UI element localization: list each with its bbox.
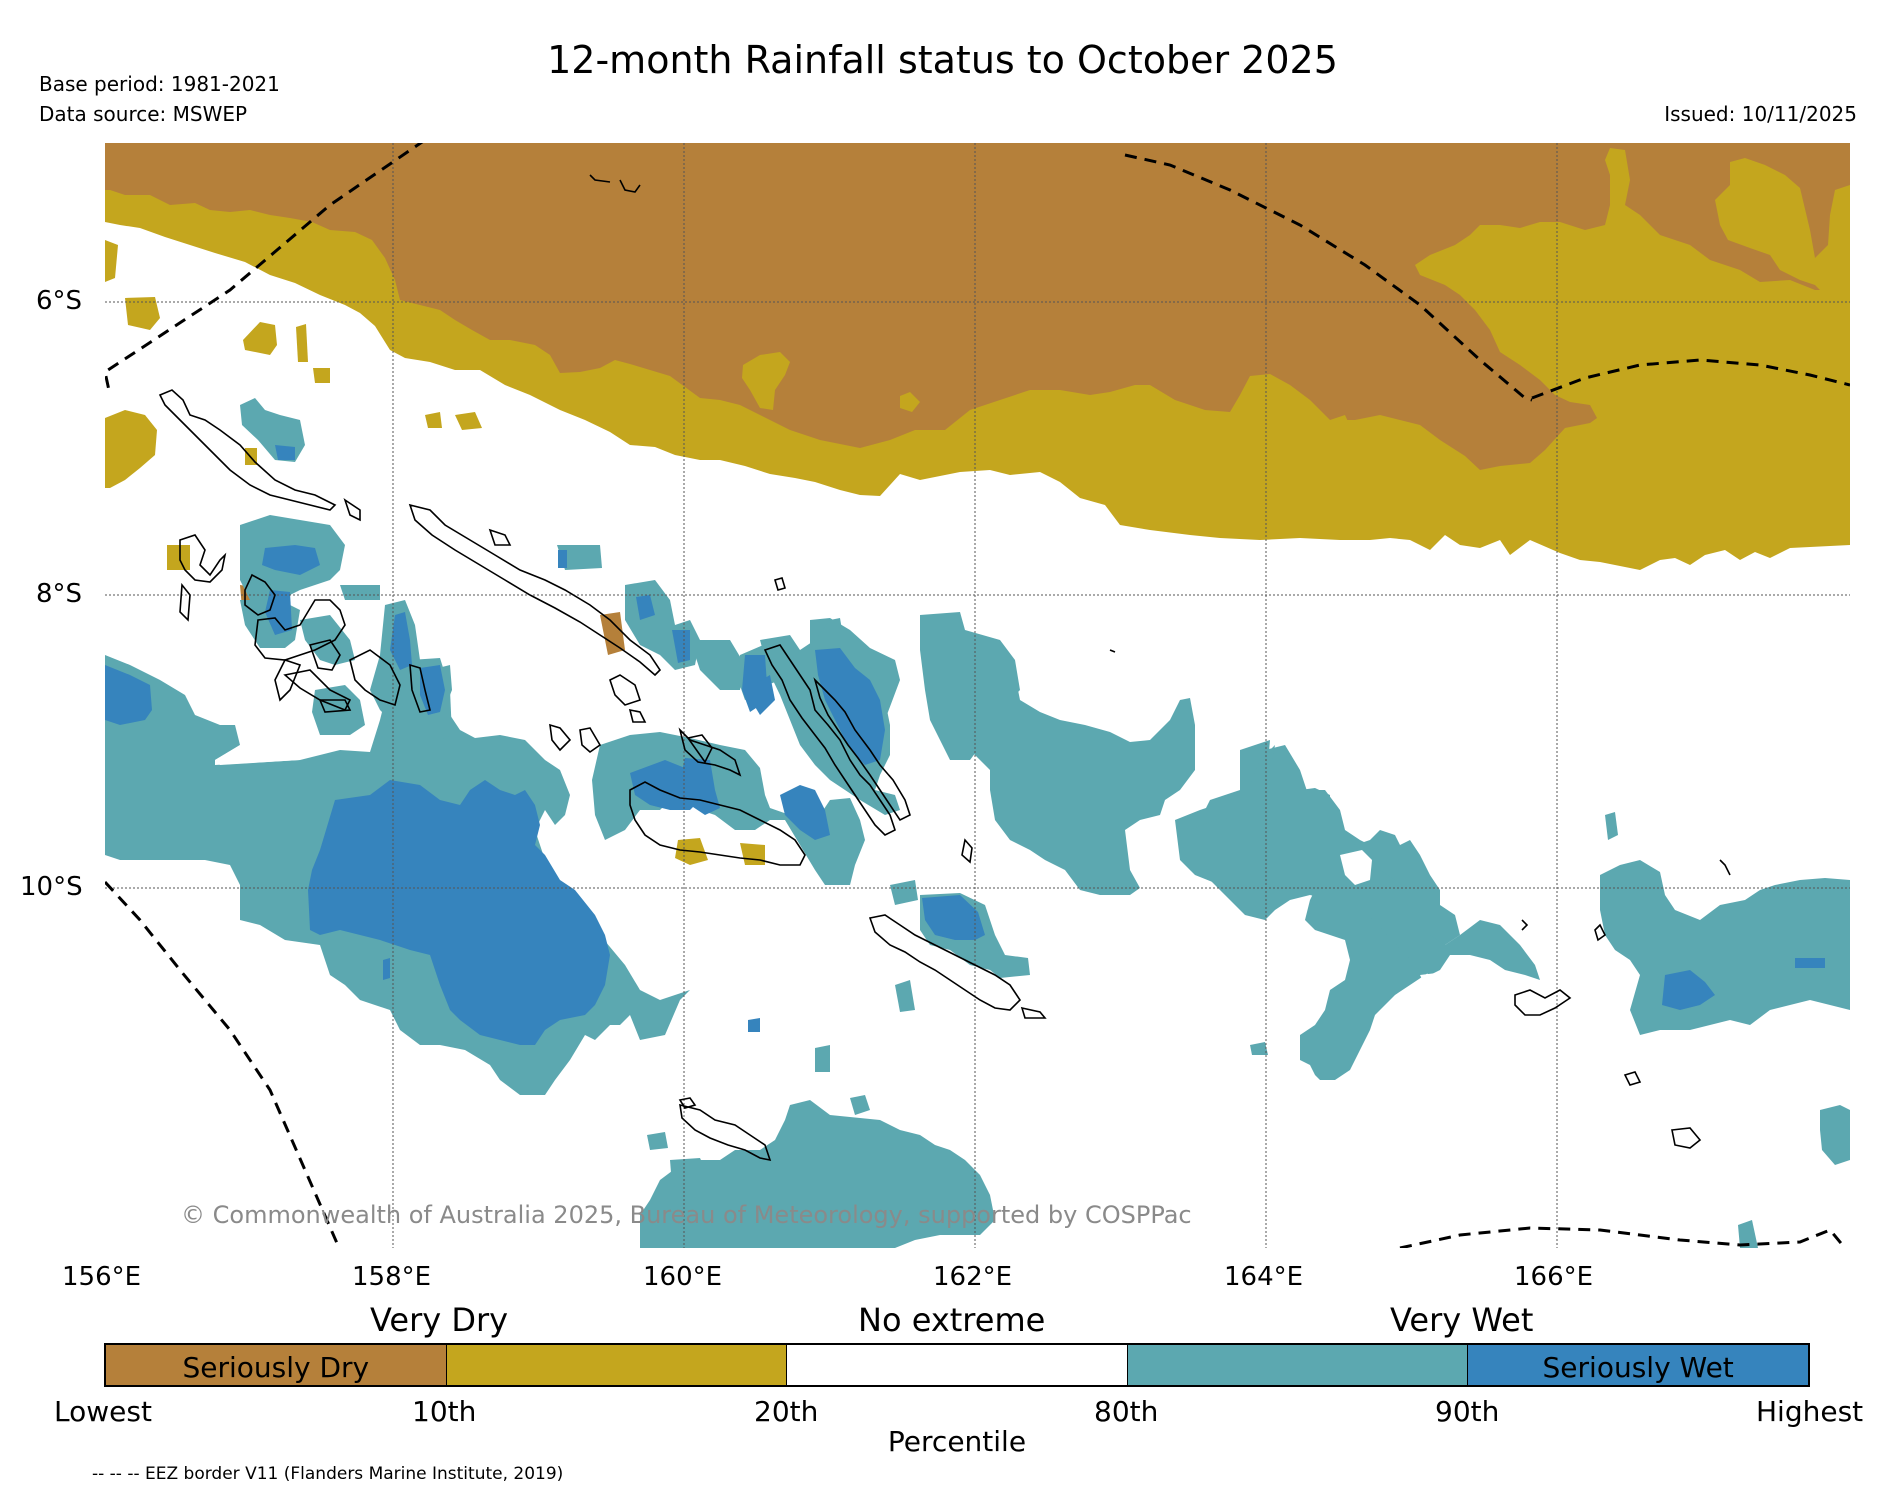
lon-label-166e: 166°E xyxy=(1514,1262,1594,1292)
very-dry-patch xyxy=(455,412,482,430)
legend-tick-highest: Highest xyxy=(1756,1395,1864,1428)
legend-tick-90th: 90th xyxy=(1435,1395,1500,1428)
map-title: 12-month Rainfall status to October 2025 xyxy=(547,38,1338,82)
data-source: Data source: MSWEP xyxy=(39,102,248,126)
very-dry-patch xyxy=(742,352,790,410)
legend-category-very-dry: Very Dry xyxy=(370,1301,509,1339)
very-wet-patch xyxy=(340,585,380,600)
lon-label-160e: 160°E xyxy=(643,1262,723,1292)
seriously-wet-patch xyxy=(390,612,412,670)
eez-border xyxy=(105,143,1850,1248)
seriously-wet-patch xyxy=(558,550,567,568)
seriously-wet-patch xyxy=(922,895,985,940)
very-wet-patch xyxy=(890,880,918,905)
very-dry-patch xyxy=(296,324,308,362)
no-extreme-hole xyxy=(1340,850,1372,885)
very-wet-patch xyxy=(1605,812,1618,840)
legend-category-very-wet: Very Wet xyxy=(1390,1301,1534,1339)
seriously-wet-patch xyxy=(748,1018,760,1032)
legend-seg-very-dry xyxy=(446,1345,788,1385)
very-dry-patch xyxy=(900,392,920,412)
legend-axis-label: Percentile xyxy=(887,1425,1027,1458)
legend-category-no-extreme: No extreme xyxy=(858,1301,1046,1339)
very-wet-patch xyxy=(1738,1220,1758,1248)
very-dry-patch xyxy=(105,240,118,282)
very-wet-patch xyxy=(895,980,915,1012)
legend-seg-label-seriously-wet: Seriously Wet xyxy=(1542,1351,1734,1384)
coastlines xyxy=(158,174,1731,1162)
legend-seg-seriously-dry: Seriously Dry xyxy=(106,1345,447,1385)
very-wet-patch xyxy=(312,685,365,735)
very-wet-patch xyxy=(815,1045,830,1072)
eez-footnote: -- -- -- EEZ border V11 (Flanders Marine… xyxy=(92,1464,564,1484)
very-wet-patch xyxy=(850,1095,870,1115)
lat-label-6s: 6°S xyxy=(36,286,83,316)
seriously-wet-region-southwest xyxy=(308,780,610,1045)
very-wet-region-rennell xyxy=(640,1100,995,1248)
lon-label-158e: 158°E xyxy=(352,1262,432,1292)
seriously-wet-patch xyxy=(672,630,690,663)
seriously-wet-patch xyxy=(745,675,775,715)
no-extreme-hole xyxy=(1420,972,1450,995)
map-canvas xyxy=(105,143,1850,1248)
very-wet-patch xyxy=(1820,1105,1850,1165)
very-dry-patch xyxy=(600,612,625,655)
seriously-wet-patch xyxy=(275,445,295,460)
legend-seg-label-seriously-dry: Seriously Dry xyxy=(182,1351,370,1384)
seriously-wet-patch xyxy=(383,958,390,980)
seriously-wet-patch xyxy=(265,590,292,635)
graticule xyxy=(105,143,1850,1248)
very-dry-patch xyxy=(1328,415,1352,440)
very-dry-patch xyxy=(125,297,160,330)
seriously-wet-patch xyxy=(1795,958,1825,968)
very-wet-patch xyxy=(1250,1042,1268,1055)
seriously-wet-patch xyxy=(1662,970,1715,1010)
lon-label-164e: 164°E xyxy=(1224,1262,1304,1292)
very-dry-patch xyxy=(243,322,277,355)
seriously-wet-patch xyxy=(780,785,830,840)
very-wet-region-east-mid xyxy=(1345,870,1540,980)
very-wet-patch xyxy=(557,545,602,570)
seriously-wet-patch xyxy=(420,665,445,715)
legend-tick-10th: 10th xyxy=(412,1395,477,1428)
legend-seg-very-wet xyxy=(1127,1345,1469,1385)
legend-seg-seriously-wet: Seriously Wet xyxy=(1468,1345,1808,1385)
seriously-wet-patch xyxy=(262,545,320,575)
very-wet-patch xyxy=(240,398,305,462)
very-dry-patch xyxy=(425,412,442,428)
lat-label-8s: 8°S xyxy=(36,579,83,609)
seriously-dry-region-north xyxy=(105,143,1850,470)
lon-label-156e: 156°E xyxy=(62,1262,142,1292)
legend-colorbar: Seriously Dry Seriously Wet xyxy=(104,1343,1810,1387)
issued-date: Issued: 10/11/2025 xyxy=(1664,102,1857,126)
no-extreme-hole xyxy=(215,745,300,765)
seriously-wet-region-malaita xyxy=(815,648,885,765)
very-wet-region-far-east xyxy=(1600,860,1850,1035)
very-wet-patch xyxy=(670,1158,710,1195)
legend-tick-80th: 80th xyxy=(1094,1395,1159,1428)
base-period: Base period: 1981-2021 xyxy=(39,72,280,96)
seriously-wet-patch xyxy=(105,665,152,725)
very-wet-region-east xyxy=(925,620,1195,895)
copyright-notice: © Commonwealth of Australia 2025, Bureau… xyxy=(181,1201,1192,1229)
legend-seg-no-extreme xyxy=(787,1345,1128,1385)
lon-label-162e: 162°E xyxy=(933,1262,1013,1292)
very-wet-patch xyxy=(690,640,745,690)
very-wet-patch xyxy=(647,1132,668,1150)
legend-tick-lowest: Lowest xyxy=(54,1395,152,1428)
very-wet-region-santacruz xyxy=(1300,825,1460,1080)
very-dry-patch xyxy=(105,410,157,488)
legend-tick-20th: 20th xyxy=(754,1395,819,1428)
lat-label-10s: 10°S xyxy=(20,872,83,902)
seriously-wet-patch xyxy=(636,595,655,620)
very-dry-patch xyxy=(167,545,190,570)
very-dry-patch xyxy=(313,368,330,383)
